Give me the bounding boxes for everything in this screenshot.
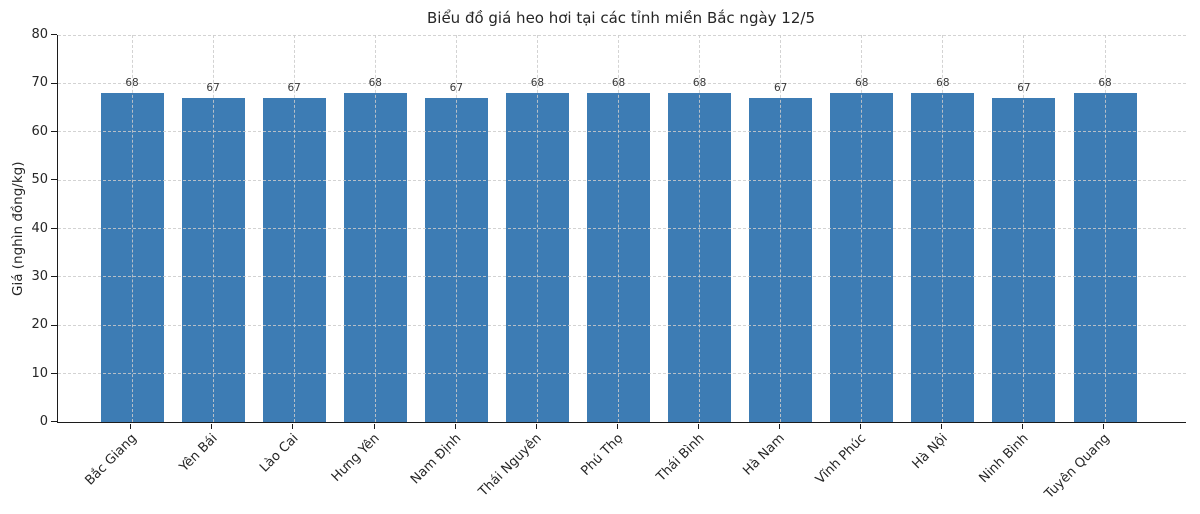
bar-value-label: 67 [773,81,788,94]
bar [668,93,732,422]
bar [100,93,164,422]
x-tick-mark [778,423,780,429]
x-tick-label: Hà Nội [909,431,951,473]
bar [992,97,1056,422]
x-tick-mark [616,423,618,429]
y-tick-label: 80 [31,27,48,42]
y-tick-label: 60 [31,123,48,139]
x-tick-label: Hà Nam [740,431,789,479]
h-gridline [58,34,1186,36]
x-tick-mark [941,423,943,429]
x-tick-mark [130,423,132,429]
bar [1073,93,1137,422]
y-tick-label: 70 [31,75,48,91]
bar [749,97,813,422]
bar [830,93,894,422]
bar [181,97,245,422]
y-tick-mark [51,131,57,132]
chart-title: Biểu đồ giá heo hơi tại các tỉnh miền Bắ… [426,9,815,27]
bar-value-label: 68 [530,77,545,90]
bar-value-label: 68 [125,77,139,90]
bar-value-label: 68 [692,77,707,90]
y-tick-mark [51,227,57,229]
y-tick-label: 0 [39,414,48,429]
bar-value-label: 67 [206,81,220,94]
x-tick-mark [1022,423,1024,429]
bar [343,93,407,422]
bar-value-label: 68 [936,77,950,90]
x-tick-mark [535,423,537,429]
x-tick-label: Thái Bình [653,431,708,485]
bar-value-label: 68 [1098,77,1112,90]
y-tick-mark [51,82,57,84]
x-tick-label: Phú Thọ [578,431,627,479]
bar-value-label: 67 [1017,81,1031,94]
y-tick-mark [51,372,57,374]
x-tick-mark [454,423,456,429]
x-tick-mark [860,423,861,429]
bar [424,97,488,422]
bar-value-label: 68 [611,77,626,90]
x-tick-label: Yên Bái [176,431,221,475]
bar-value-label: 68 [855,77,869,90]
x-tick-label: Thái Nguyên [476,431,546,500]
x-tick-mark [211,423,213,429]
y-tick-mark [51,421,57,423]
x-tick-label: Bắc Giang [82,431,140,489]
y-tick-mark [51,179,57,181]
y-tick-mark [51,324,57,326]
bar-value-label: 68 [368,77,382,90]
x-tick-label: Ninh Bình [976,431,1032,487]
y-tick-label: 10 [31,365,48,381]
y-tick-mark [51,276,57,278]
x-tick-mark [697,423,699,429]
x-tick-mark [373,423,375,429]
y-tick-label: 40 [31,220,48,236]
x-tick-label: Lào Cai [257,431,302,476]
y-tick-label: 30 [31,268,48,284]
y-tick-label: 20 [31,317,48,333]
y-tick-label: 50 [31,172,48,188]
y-tick-mark [51,34,57,36]
bar-value-label: 67 [449,81,464,94]
bar [587,93,650,422]
x-tick-label: Hưng Yên [329,431,383,485]
bar [505,93,569,422]
bar [262,97,326,422]
bar [911,93,975,422]
x-tick-label: Nam Định [407,431,464,488]
x-tick-label: Vĩnh Phúc [813,431,870,488]
x-tick-label: Tuyên Quang [1041,431,1113,502]
x-tick-mark [1103,423,1105,429]
x-tick-mark [292,423,294,429]
bar-value-label: 67 [287,81,301,94]
plot-area: 68 67 67 68 67 68 68 68 67 68 68 67 68 [57,34,1186,423]
